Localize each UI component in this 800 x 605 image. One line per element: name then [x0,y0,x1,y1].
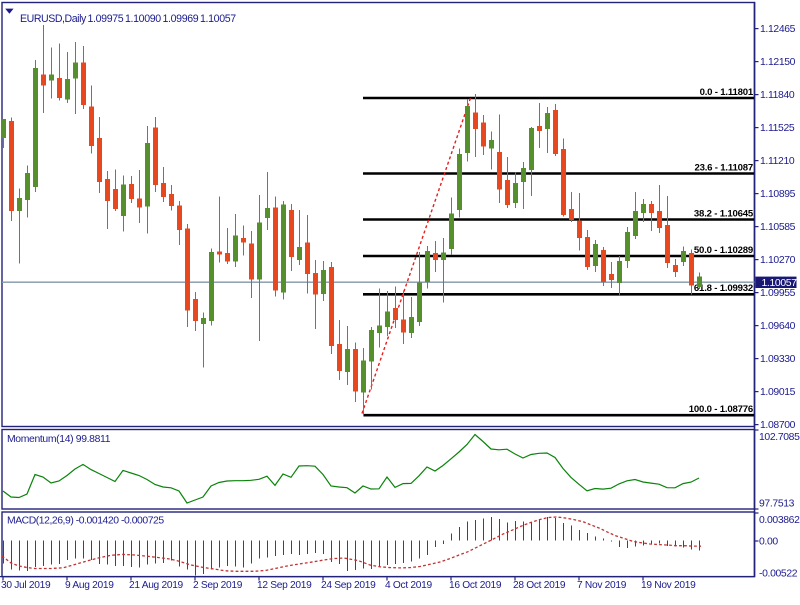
svg-text:EURUSD,Daily: EURUSD,Daily [20,13,87,25]
svg-text:21 Aug 2019: 21 Aug 2019 [129,580,184,591]
svg-text:7 Nov 2019: 7 Nov 2019 [577,580,627,591]
svg-text:1.12150: 1.12150 [760,57,796,68]
svg-text:1.09969: 1.09969 [163,13,199,25]
svg-text:102.7085: 102.7085 [759,432,800,443]
svg-text:4 Oct 2019: 4 Oct 2019 [385,580,432,591]
svg-text:100.0 - 1.08776: 100.0 - 1.08776 [689,404,753,415]
svg-text:1.10585: 1.10585 [760,222,796,233]
svg-text:1.09015: 1.09015 [760,387,796,398]
svg-text:1.08700: 1.08700 [760,420,796,431]
svg-text:1.11840: 1.11840 [760,90,795,101]
svg-text:28 Oct 2019: 28 Oct 2019 [513,580,566,591]
svg-text:1.10057: 1.10057 [762,278,798,289]
svg-text:19 Nov 2019: 19 Nov 2019 [641,580,696,591]
svg-text:38.2 - 1.10645: 38.2 - 1.10645 [694,208,754,219]
svg-text:24 Sep 2019: 24 Sep 2019 [321,580,376,591]
svg-text:Momentum(14) 99.8811: Momentum(14) 99.8811 [7,434,111,445]
svg-text:1.09955: 1.09955 [760,288,796,299]
svg-text:1.10270: 1.10270 [760,255,796,266]
svg-text:MACD(12,26,9) -0.001420 -0.000: MACD(12,26,9) -0.001420 -0.000725 [7,516,164,527]
svg-text:1.10090: 1.10090 [125,13,161,25]
svg-text:1.09975: 1.09975 [88,13,124,25]
svg-text:2 Sep 2019: 2 Sep 2019 [193,580,243,591]
svg-text:0.0 - 1.11801: 0.0 - 1.11801 [700,87,754,98]
svg-text:50.0 - 1.10289: 50.0 - 1.10289 [694,245,753,256]
svg-text:23.6 - 1.11087: 23.6 - 1.11087 [694,162,753,173]
svg-text:1.09330: 1.09330 [760,354,796,365]
svg-text:97.7513: 97.7513 [759,499,795,510]
svg-text:0.00: 0.00 [759,537,778,548]
svg-text:16 Oct 2019: 16 Oct 2019 [449,580,502,591]
svg-text:12 Sep 2019: 12 Sep 2019 [257,580,312,591]
svg-text:9 Aug 2019: 9 Aug 2019 [65,580,114,591]
svg-text:61.8 - 1.09932: 61.8 - 1.09932 [694,283,753,294]
svg-text:1.10057: 1.10057 [200,13,236,25]
svg-text:1.10895: 1.10895 [760,189,796,200]
svg-text:1.09640: 1.09640 [760,321,796,332]
svg-text:1.11525: 1.11525 [760,123,795,134]
svg-text:-0.00522: -0.00522 [759,569,798,580]
svg-text:1.11210: 1.11210 [760,156,795,167]
svg-text:0.003862: 0.003862 [759,515,800,526]
svg-text:1.12465: 1.12465 [760,24,796,35]
svg-text:30 Jul 2019: 30 Jul 2019 [1,580,51,591]
